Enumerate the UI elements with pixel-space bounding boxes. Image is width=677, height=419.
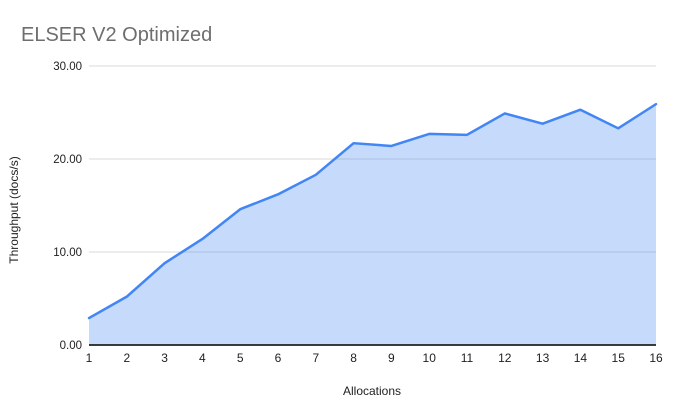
x-tick-label-15: 15 [612,351,626,365]
x-tick-label-2: 2 [123,351,130,365]
series-area-fill [89,104,656,345]
x-tick-label-8: 8 [350,351,357,365]
y-tick-label-30: 30.00 [53,61,82,73]
x-tick-label-14: 14 [574,351,588,365]
x-tick-label-11: 11 [461,351,474,365]
x-tick-label-10: 10 [423,351,437,365]
x-tick-label-16: 16 [649,351,663,365]
x-tick-label-5: 5 [237,351,244,365]
x-tick-label-4: 4 [199,351,206,365]
x-tick-label-12: 12 [498,351,512,365]
y-tick-label-0: 0.00 [60,340,82,352]
x-tick-label-9: 9 [388,351,395,365]
x-axis-title: Allocations [342,384,402,398]
x-tick-label-6: 6 [275,351,282,365]
x-tick-label-1: 1 [86,351,93,365]
x-tick-label-13: 13 [536,351,550,365]
y-tick-label-20: 20.00 [53,154,82,166]
y-tick-label-10: 10.00 [53,247,82,259]
x-tick-label-7: 7 [312,351,319,365]
x-tick-label-3: 3 [161,351,168,365]
chart-title: ELSER V2 Optimized [21,24,213,46]
series-line [87,102,658,320]
